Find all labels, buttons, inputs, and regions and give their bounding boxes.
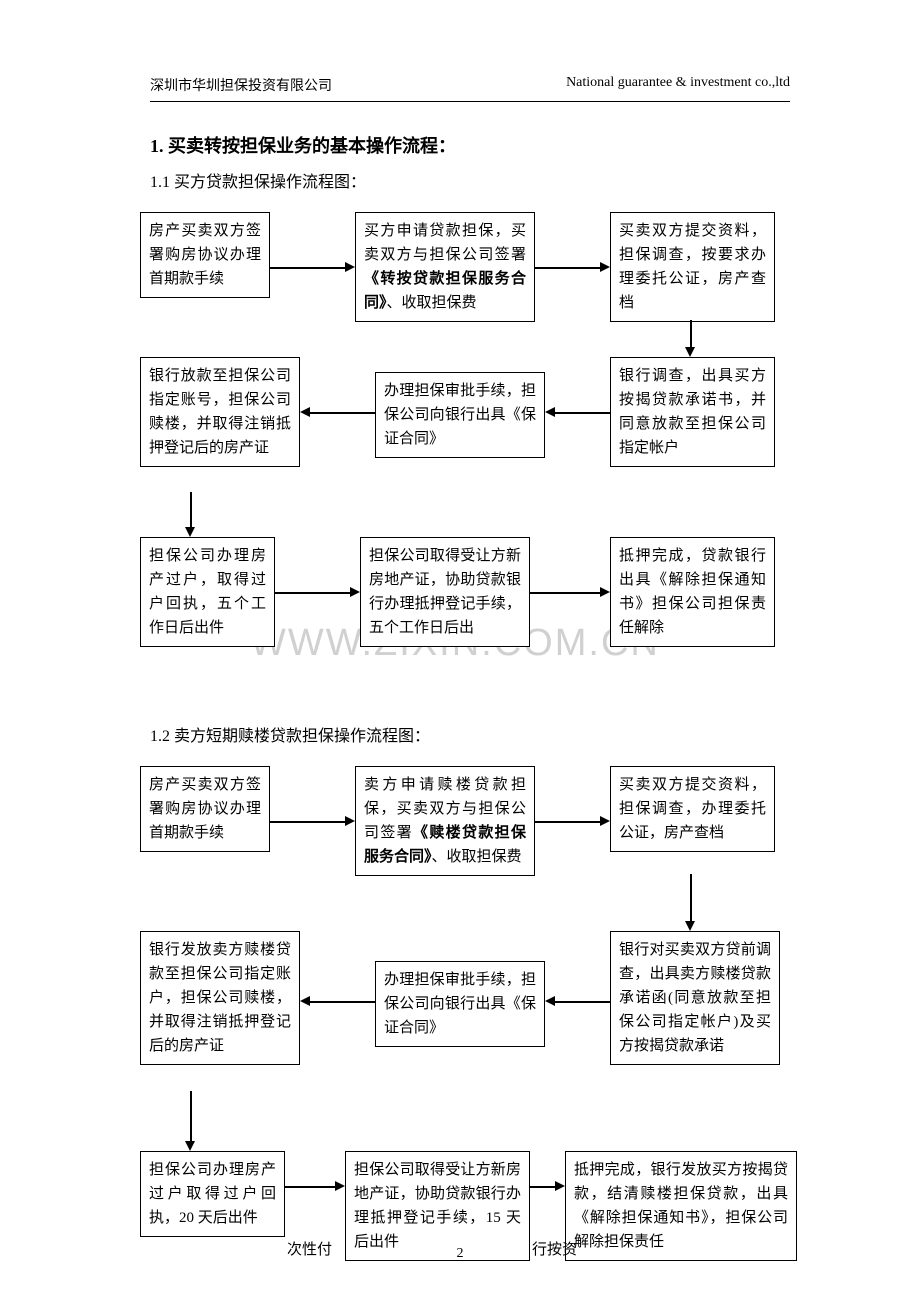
page-header: 深圳市华圳担保投资有限公司 National guarantee & inves… <box>150 75 790 102</box>
stray-text-1: 次性付 <box>287 1238 332 1259</box>
subsection-title-1: 1.1 买方贷款担保操作流程图： <box>150 168 790 192</box>
fc1-node-1: 房产买卖双方签署购房协议办理首期款手续 <box>140 212 270 298</box>
fc1-node-2: 买方申请贷款担保，买卖双方与担保公司签署《转按贷款担保服务合同》、收取担保费 <box>355 212 535 322</box>
fc2-node-8: 担保公司取得受让方新房地产证，协助贷款银行办理抵押登记手续，15 天后出件 <box>345 1151 530 1261</box>
page-number: 2 <box>457 1246 464 1262</box>
fc2-node-6: 银行发放卖方赎楼贷款至担保公司指定账户，担保公司赎楼，并取得注销抵押登记后的房产… <box>140 931 300 1065</box>
stray-text-2: 行按资 <box>532 1238 577 1259</box>
fc2-node-2: 卖方申请赎楼贷款担保，买卖双方与担保公司签署《赎楼贷款担保服务合同》、收取担保费 <box>355 766 535 876</box>
fc1-node-9: 抵押完成，贷款银行出具《解除担保通知书》担保公司担保责任解除 <box>610 537 775 647</box>
flowchart-2: 房产买卖双方签署购房协议办理首期款手续 卖方申请赎楼贷款担保，买卖双方与担保公司… <box>150 766 800 1286</box>
fc1-node-8: 担保公司取得受让方新房地产证，协助贷款银行办理抵押登记手续，五个工作日后出 <box>360 537 530 647</box>
fc1-node-6: 银行放款至担保公司指定账号，担保公司赎楼，并取得注销抵押登记后的房产证 <box>140 357 300 467</box>
fc2-node-5: 办理担保审批手续，担保公司向银行出具《保证合同》 <box>375 961 545 1047</box>
fc1-node-4: 银行调查，出具买方按揭贷款承诺书，并同意放款至担保公司指定帐户 <box>610 357 775 467</box>
subsection-title-2: 1.2 卖方短期赎楼贷款担保操作流程图： <box>150 722 790 746</box>
fc2-node-4: 银行对买卖双方贷前调查，出具卖方赎楼贷款承诺函(同意放款至担保公司指定帐户)及买… <box>610 931 780 1065</box>
fc1-node-5: 办理担保审批手续，担保公司向银行出具《保证合同》 <box>375 372 545 458</box>
fc1-node-7: 担保公司办理房产过户，取得过户回执，五个工作日后出件 <box>140 537 275 647</box>
fc2-node-9: 抵押完成，银行发放买方按揭贷款，结清赎楼担保贷款，出具《解除担保通知书》，担保公… <box>565 1151 797 1261</box>
flowchart-1: WWW.ZIXIN.COM.CN 房产买卖双方签署购房协议办理首期款手续 买方申… <box>150 212 800 692</box>
fc1-node-3: 买卖双方提交资料，担保调查，按要求办理委托公证，房产查档 <box>610 212 775 322</box>
fc2-node-7: 担保公司办理房产过户取得过户回执，20 天后出件 <box>140 1151 285 1237</box>
header-left: 深圳市华圳担保投资有限公司 <box>150 75 332 95</box>
header-right: National guarantee & investment co.,ltd <box>566 75 790 95</box>
section-title: 1. 买卖转按担保业务的基本操作流程： <box>150 132 790 158</box>
fc2-node-3: 买卖双方提交资料，担保调查，办理委托公证，房产查档 <box>610 766 775 852</box>
fc2-node-1: 房产买卖双方签署购房协议办理首期款手续 <box>140 766 270 852</box>
